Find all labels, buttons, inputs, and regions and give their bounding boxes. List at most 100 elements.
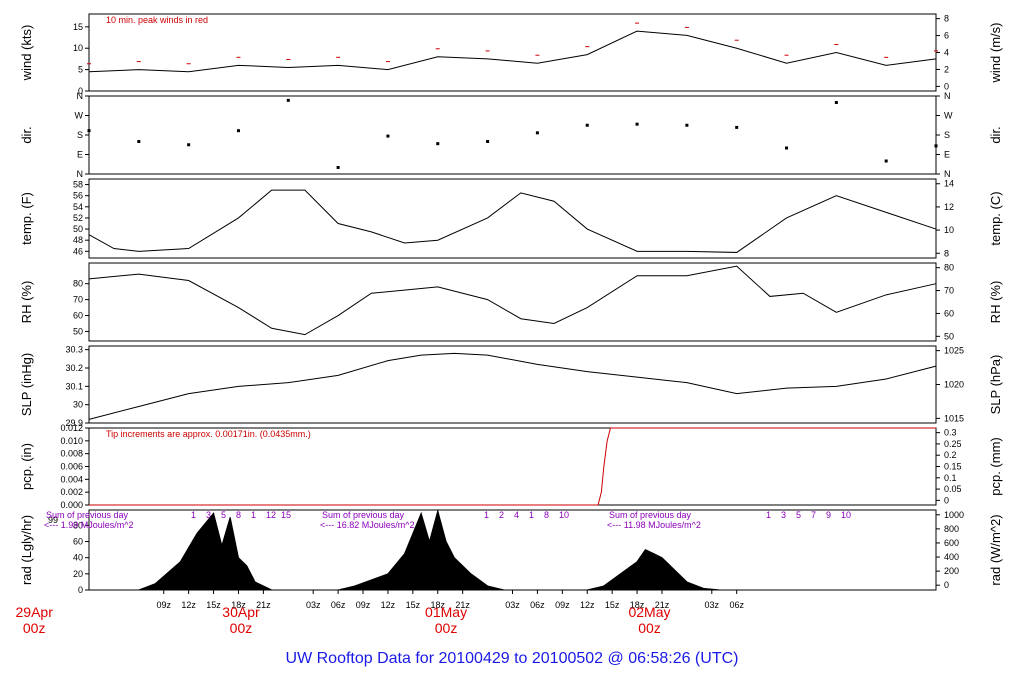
panel-note: Tip increments are approx. 0.00171in. (0… <box>106 429 311 439</box>
y-tick-label: 0.012 <box>60 423 83 433</box>
y-tick-label: 80 <box>73 520 83 530</box>
solar-hour-mark: 2 <box>499 510 504 520</box>
y-right-tick-label: 0.15 <box>944 462 962 472</box>
solar-hour-mark: 1 <box>766 510 771 520</box>
x-tick-label: 18z <box>630 600 645 610</box>
data-point <box>884 159 888 163</box>
date-time-label: 00z <box>230 620 253 636</box>
y-tick-label: 0.008 <box>60 449 83 459</box>
y-right-tick-label: 50 <box>944 331 954 341</box>
solar-hour-mark: 8 <box>544 510 549 520</box>
y-right-tick-label: 0.1 <box>944 473 957 483</box>
y-tick-label: 0.002 <box>60 487 83 497</box>
y-right-tick-label: 0 <box>944 81 949 91</box>
data-point <box>137 140 141 143</box>
data-point <box>486 140 490 143</box>
y-axis-label-right: rad (W/m^2) <box>988 514 1003 585</box>
y-axis-label: SLP (inHg) <box>19 353 34 416</box>
chart-title: UW Rooftop Data for 20100429 to 20100502… <box>285 650 739 667</box>
y-right-tick-label: N <box>944 91 951 101</box>
panel-frame-2 <box>88 95 937 175</box>
data-point <box>386 134 390 138</box>
y-right-tick-label: 1020 <box>944 380 964 390</box>
y-right-tick-label: 0.2 <box>944 450 957 460</box>
y-right-tick-label: 0 <box>944 495 949 505</box>
day-sum-label: Sum of previous day <box>46 510 129 520</box>
y-axis-label: dir. <box>19 126 34 143</box>
y-right-tick-label: S <box>944 130 950 140</box>
data-point <box>336 166 340 169</box>
y-tick-label: 5 <box>78 65 83 75</box>
y-right-tick-label: 0.3 <box>944 428 957 438</box>
x-tick-label: 06z <box>530 600 545 610</box>
y-right-tick-label: 70 <box>944 286 954 296</box>
y-right-tick-label: 1000 <box>944 510 964 520</box>
x-tick-label: 06z <box>331 600 346 610</box>
series-line <box>89 427 936 506</box>
series-line <box>88 189 937 253</box>
y-right-tick-label: 0 <box>944 580 949 590</box>
x-tick-label: 21z <box>455 600 470 610</box>
data-point <box>286 98 290 102</box>
x-tick-label: 06z <box>729 600 744 610</box>
y-right-tick-label: 60 <box>944 308 954 318</box>
x-tick-label: 09z <box>555 600 570 610</box>
data-point <box>535 131 539 135</box>
y-tick-label: 52 <box>73 213 83 223</box>
y-right-tick-label: N <box>944 169 951 179</box>
y-tick-label: 0.006 <box>60 462 83 472</box>
y-right-tick-label: 12 <box>944 202 954 212</box>
y-tick-label: 58 <box>73 180 83 190</box>
y-tick-label: 15 <box>73 22 83 32</box>
radiation-top-label: 99 <box>48 515 58 525</box>
y-tick-label: 0 <box>78 86 83 96</box>
x-tick-label: 15z <box>206 600 221 610</box>
y-axis-label-right: SLP (hPa) <box>988 355 1003 415</box>
x-tick-label: 15z <box>605 600 620 610</box>
x-tick-label: 03z <box>505 600 520 610</box>
solar-hour-mark: 5 <box>796 510 801 520</box>
y-tick-label: 80 <box>73 279 83 289</box>
y-axis-label-right: RH (%) <box>988 281 1003 324</box>
y-right-tick-label: E <box>944 150 950 160</box>
y-axis-label: pcp. (in) <box>19 443 34 490</box>
date-label: 02May <box>628 604 670 620</box>
y-tick-label: 50 <box>73 326 83 336</box>
day-sum-value: <--- 11.98 MJoules/m^2 <box>607 520 701 530</box>
series-line <box>88 265 937 336</box>
data-point <box>436 142 440 146</box>
y-tick-label: 54 <box>73 202 83 212</box>
y-right-tick-label: 1015 <box>944 413 964 423</box>
y-right-tick-label: 2 <box>944 64 949 74</box>
y-axis-label-right: temp. (C) <box>988 191 1003 245</box>
solar-hour-mark: 10 <box>559 510 569 520</box>
date-label: 30Apr <box>222 604 260 620</box>
y-right-tick-label: 200 <box>944 566 959 576</box>
date-time-label: 00z <box>435 620 458 636</box>
x-tick-label: 15z <box>406 600 421 610</box>
panel-frame-5 <box>88 345 937 424</box>
y-right-tick-label: 1025 <box>944 346 964 356</box>
day-sum-label: Sum of previous day <box>322 510 405 520</box>
y-tick-label: 56 <box>73 191 83 201</box>
y-right-tick-label: 0.25 <box>944 439 962 449</box>
y-tick-label: 0.010 <box>60 436 83 446</box>
y-tick-label: 0 <box>78 585 83 595</box>
y-axis-label: rad (Lgly/hr) <box>19 515 34 585</box>
y-tick-label: 70 <box>73 295 83 305</box>
y-axis-label-right: pcp. (mm) <box>988 437 1003 496</box>
y-right-tick-label: 0.05 <box>944 484 962 494</box>
y-tick-label: 30.1 <box>65 381 83 391</box>
y-tick-label: 60 <box>73 311 83 321</box>
y-right-tick-label: 14 <box>944 179 954 189</box>
y-right-tick-label: 600 <box>944 538 959 548</box>
solar-hour-mark: 9 <box>826 510 831 520</box>
y-right-tick-label: 10 <box>944 225 954 235</box>
x-tick-label: 03z <box>705 600 720 610</box>
solar-hour-mark: 3 <box>206 510 211 520</box>
data-point <box>635 122 639 126</box>
y-tick-label: 30.3 <box>65 345 83 355</box>
y-tick-label: 60 <box>73 537 83 547</box>
x-tick-label: 12z <box>381 600 396 610</box>
